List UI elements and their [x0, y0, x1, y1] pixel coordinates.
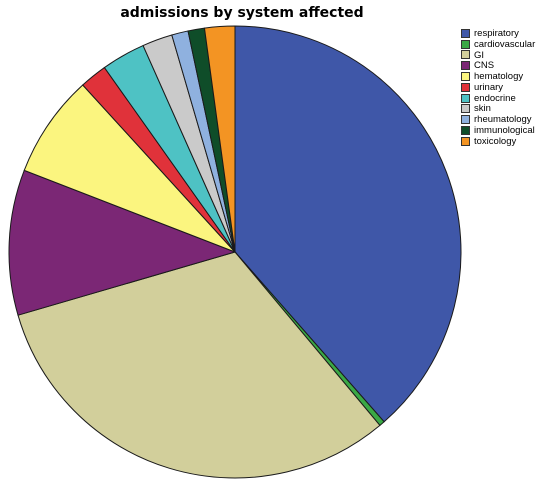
legend-label: urinary: [474, 81, 504, 93]
legend-swatch: [461, 104, 470, 114]
legend-item-respiratory: respiratory: [461, 28, 535, 39]
legend-item-toxicology: toxicology: [461, 136, 535, 147]
legend-swatch: [461, 115, 470, 125]
legend-label: endocrine: [474, 92, 516, 104]
pie-slice-hematology: [23, 84, 236, 253]
legend-label: CNS: [474, 60, 495, 72]
legend-item-cns: CNS: [461, 60, 535, 71]
legend-swatch: [461, 126, 470, 136]
legend-swatch: [461, 39, 470, 49]
legend-label: toxicology: [474, 135, 517, 147]
legend-label: skin: [474, 103, 491, 115]
chart-title: admissions by system affected: [120, 5, 364, 21]
legend-label: rheumatology: [474, 114, 532, 126]
legend-swatch: [461, 72, 470, 82]
legend-swatch: [461, 61, 470, 71]
legend-swatch: [461, 93, 470, 103]
legend-swatch: [461, 28, 470, 38]
legend-label: immunological: [474, 125, 535, 137]
legend-label: GI: [474, 49, 485, 61]
legend-item-endocrine: endocrine: [461, 93, 535, 104]
pie-slice-toxicology: [203, 25, 236, 253]
legend-item-rheumatology: rheumatology: [461, 114, 535, 125]
legend-label: hematology: [474, 71, 524, 83]
legend-swatch: [461, 50, 470, 60]
legend-swatch: [461, 136, 470, 146]
legend-item-immunological: immunological: [461, 125, 535, 136]
pie-slice-respiratory: [234, 25, 462, 423]
legend-item-urinary: urinary: [461, 82, 535, 93]
legend-item-gi: GI: [461, 50, 535, 61]
legend-item-cardiovascular: cardiovascular: [461, 39, 535, 50]
legend-item-skin: skin: [461, 103, 535, 115]
pie-slice-gi: [17, 251, 381, 479]
legend-label: respiratory: [474, 27, 519, 39]
legend-swatch: [461, 82, 470, 92]
pie-slice-cns: [8, 169, 237, 316]
legend-label: cardiovascular: [474, 38, 536, 50]
legend-item-hematology: hematology: [461, 71, 535, 82]
legend: respiratory cardiovascular GI CNS hematology…: [461, 28, 535, 147]
